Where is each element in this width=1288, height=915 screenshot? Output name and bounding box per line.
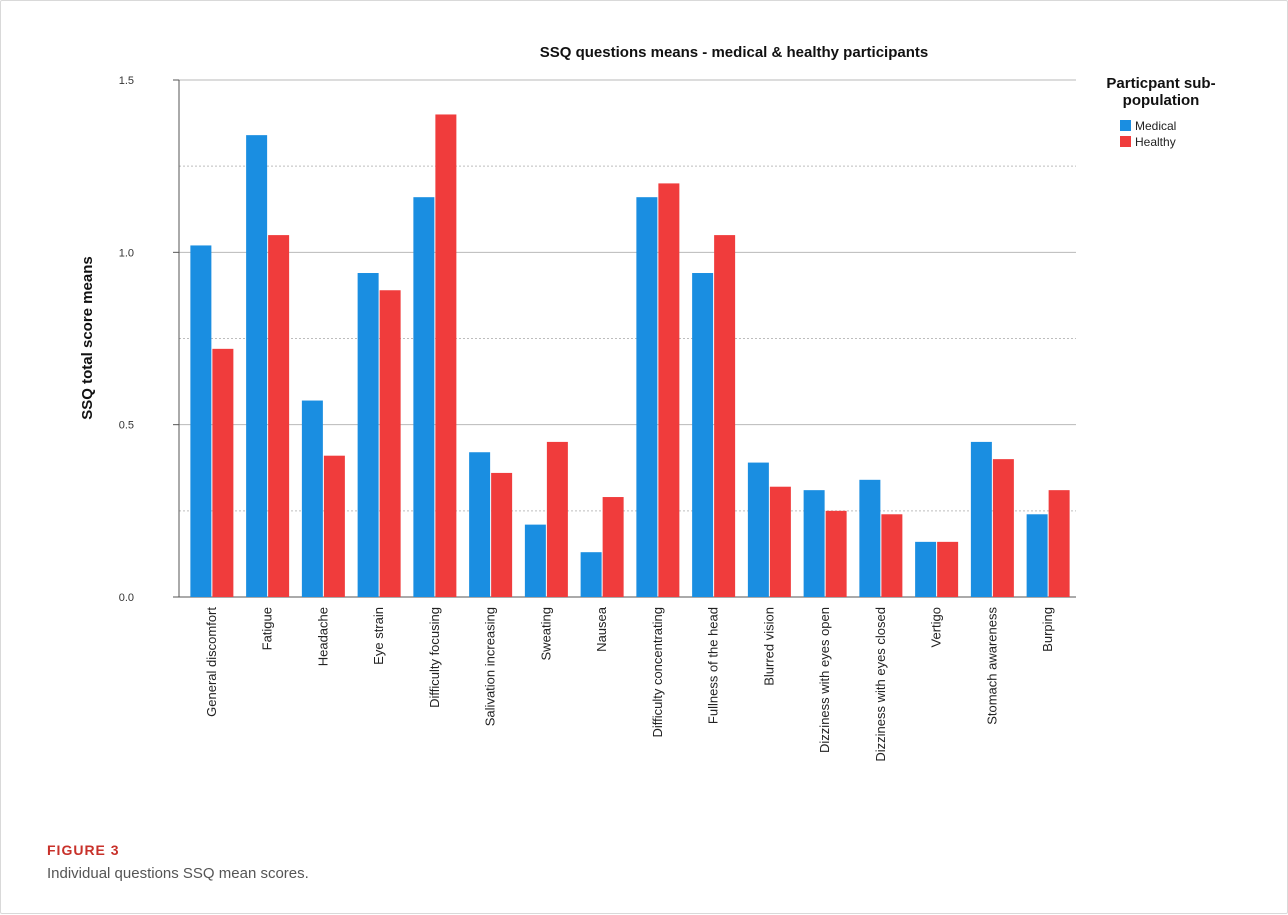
category-labels: General discomfort Fatigue Headache Eye str… <box>204 606 1055 761</box>
bar-healthy-stomach-awareness <box>992 459 1014 597</box>
x-category-label: Stomach awareness <box>984 607 999 725</box>
bar-medical-nausea <box>580 552 602 597</box>
x-category-label: Fullness of the head <box>706 607 721 724</box>
x-category-label: Salivation increasing <box>483 607 498 726</box>
bar-healthy-vertigo <box>937 541 959 597</box>
bar-medical-general-discomfort <box>190 245 212 597</box>
bars <box>190 114 1070 598</box>
bar-healthy-eye-strain <box>379 290 401 597</box>
x-category-label: Difficulty concentrating <box>650 607 665 738</box>
bar-medical-fullness-of-the-head <box>692 273 714 597</box>
bar-healthy-fullness-of-the-head <box>714 235 736 597</box>
bar-healthy-nausea <box>602 497 624 597</box>
y-tick-label: 0.5 <box>119 420 134 432</box>
bar-medical-salivation-increasing <box>469 452 491 597</box>
y-tick-label: 1.5 <box>119 75 134 87</box>
bar-healthy-burping <box>1048 490 1070 597</box>
bar-medical-fatigue <box>246 135 268 597</box>
x-category-label: Sweating <box>538 607 553 660</box>
bar-medical-difficulty-focusing <box>413 197 435 598</box>
legend-swatch-medical <box>1120 120 1131 131</box>
y-tick-label: 1.0 <box>119 247 134 259</box>
x-category-label: Difficulty focusing <box>427 607 442 708</box>
legend-title-line-1: Particpant sub- <box>1106 75 1215 92</box>
gridlines <box>179 79 1076 512</box>
x-category-label: Blurred vision <box>761 607 776 686</box>
bar-healthy-difficulty-concentrating <box>658 183 680 597</box>
x-category-label: Headache <box>315 607 330 666</box>
legend-title-line-2: population <box>1123 92 1200 109</box>
y-axis-label: SSQ total score means <box>79 256 96 419</box>
x-category-label: Dizziness with eyes closed <box>873 607 888 762</box>
bar-healthy-difficulty-focusing <box>435 114 457 597</box>
bar-healthy-general-discomfort <box>212 348 234 597</box>
x-category-label: General discomfort <box>204 607 219 717</box>
legend-label-healthy: Healthy <box>1135 135 1176 149</box>
x-category-label: Fatigue <box>260 607 275 650</box>
figure-caption: Individual questions SSQ mean scores. <box>47 865 309 882</box>
x-category-label: Burping <box>1040 607 1055 652</box>
figure-label: FIGURE 3 <box>47 842 120 858</box>
legend-label-medical: Medical <box>1135 119 1176 133</box>
bar-medical-eye-strain <box>357 273 379 597</box>
bar-healthy-salivation-increasing <box>491 472 513 597</box>
bar-healthy-blurred-vision <box>769 486 791 597</box>
bar-medical-burping <box>1026 514 1048 597</box>
x-category-label: Vertigo <box>929 607 944 647</box>
bar-medical-dizziness-with-eyes-open <box>803 490 825 597</box>
bar-medical-sweating <box>524 524 546 597</box>
x-category-label: Eye strain <box>371 607 386 665</box>
bar-medical-difficulty-concentrating <box>636 197 658 598</box>
bar-medical-headache <box>301 400 323 597</box>
bar-medical-stomach-awareness <box>970 441 992 597</box>
bar-medical-blurred-vision <box>747 462 769 597</box>
y-tick-label: 0.0 <box>119 592 134 604</box>
bar-healthy-sweating <box>546 441 568 597</box>
bar-healthy-headache <box>323 455 345 597</box>
bar-medical-dizziness-with-eyes-closed <box>859 479 881 597</box>
legend: Particpant sub- population Medical Healt… <box>1106 75 1215 149</box>
bar-healthy-dizziness-with-eyes-open <box>825 510 847 597</box>
x-category-label: Nausea <box>594 606 609 652</box>
bar-healthy-fatigue <box>268 235 290 597</box>
bar-medical-vertigo <box>915 541 937 597</box>
bar-healthy-dizziness-with-eyes-closed <box>881 514 903 597</box>
legend-swatch-healthy <box>1120 136 1131 147</box>
chart-title: SSQ questions means - medical & healthy … <box>540 44 928 61</box>
x-category-label: Dizziness with eyes open <box>817 607 832 753</box>
